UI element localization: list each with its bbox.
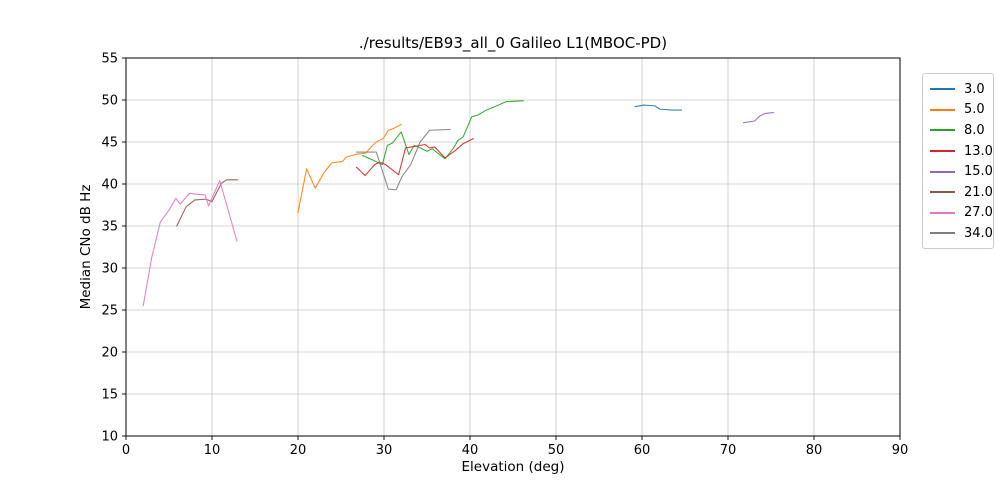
legend-label: 13.0 [964,143,993,159]
plot-border [125,57,901,437]
legend-swatch-line [930,129,955,132]
legend-swatch-line [930,150,955,153]
legend: 3.0 5.0 8.0 13.0 15.0 21.0 27.0 34.0 [922,73,994,249]
y-axis-label: Median CNo dB Hz [78,184,94,310]
legend-swatch-line [930,232,955,235]
legend-swatch-line [930,211,955,214]
legend-swatch-line [930,191,955,194]
series-line-3.0 [634,104,683,111]
legend-label: 8.0 [964,122,985,138]
series-line-13.0 [355,138,474,177]
y-tick-label: 55 [101,52,118,67]
x-tick-label: 10 [204,443,221,458]
legend-swatch-line [930,88,955,91]
legend-label: 27.0 [964,205,993,221]
x-tick-label: 30 [376,443,393,458]
legend-swatch-line [930,108,955,111]
legend-item-21.0: 21.0 [923,182,993,203]
legend-label: 34.0 [964,225,993,241]
x-tick-label: 90 [892,443,909,458]
x-tick-label: 50 [548,443,565,458]
legend-swatch-line [930,170,955,173]
x-tick-label: 20 [290,443,307,458]
series-line-15.0 [742,112,775,124]
y-tick-label: 35 [101,220,118,235]
legend-item-8.0: 8.0 [923,120,993,141]
series-line-8.0 [361,100,524,166]
y-tick-label: 45 [101,136,118,151]
y-tick-label: 30 [101,262,118,277]
y-tick-label: 40 [101,178,118,193]
x-tick-label: 80 [806,443,823,458]
legend-item-13.0: 13.0 [923,141,993,162]
y-tick-label: 50 [101,94,118,109]
series-line-21.0 [176,179,239,227]
legend-item-34.0: 34.0 [923,223,993,244]
chart-title: ./results/EB93_all_0 Galileo L1(MBOC-PD) [358,34,668,52]
legend-item-15.0: 15.0 [923,161,993,182]
legend-label: 21.0 [964,184,993,200]
x-tick-label: 70 [720,443,737,458]
legend-item-3.0: 3.0 [923,79,993,100]
series-line-5.0 [297,123,402,214]
x-tick-label: 40 [462,443,479,458]
y-tick-label: 20 [101,346,118,361]
legend-label: 5.0 [964,102,985,118]
x-tick-label: 0 [122,443,130,458]
y-tick-label: 15 [101,388,118,403]
y-tick-label: 10 [101,430,118,445]
legend-label: 15.0 [964,164,993,180]
y-tick-label: 25 [101,304,118,319]
legend-item-27.0: 27.0 [923,203,993,224]
series-line-34.0 [355,128,451,191]
series-line-27.0 [142,180,238,307]
x-axis-label: Elevation (deg) [461,459,565,475]
x-tick-label: 60 [634,443,651,458]
legend-label: 3.0 [964,81,985,97]
legend-item-5.0: 5.0 [923,100,993,121]
